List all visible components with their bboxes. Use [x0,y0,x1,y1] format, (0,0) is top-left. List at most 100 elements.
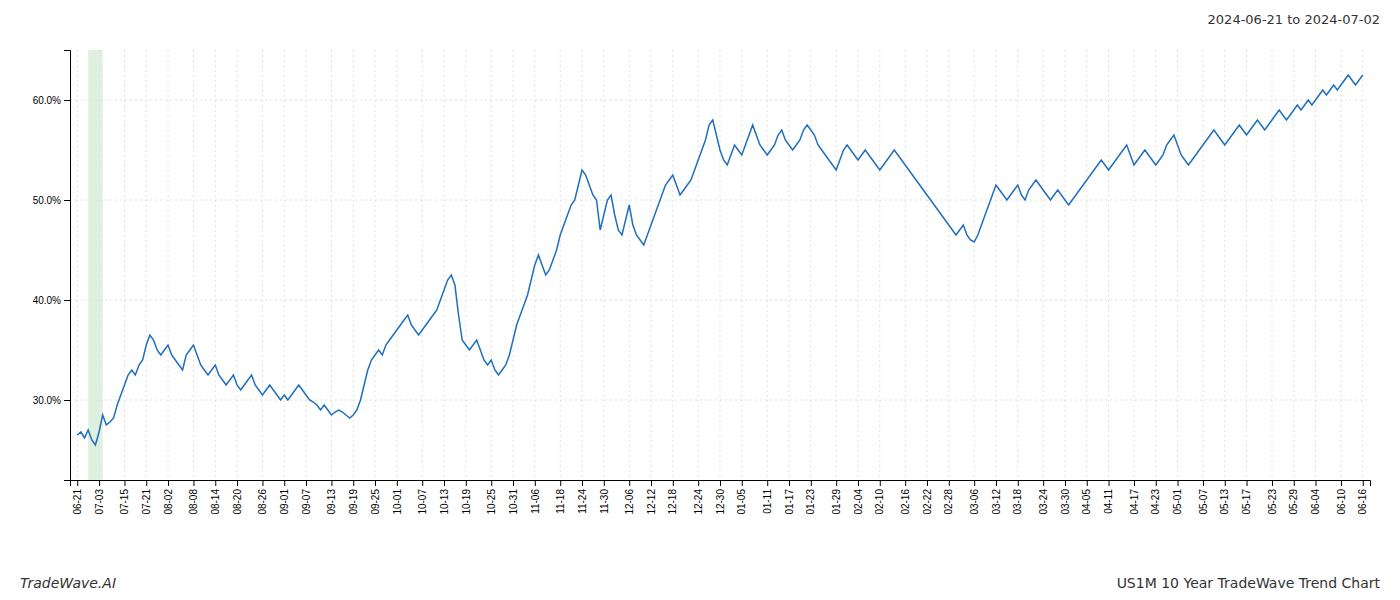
x-tick: 09-13 [326,480,337,515]
x-tick: 09-01 [279,480,290,515]
grid-line-x [1202,50,1203,480]
x-tick-label: 09-19 [348,489,359,515]
x-tick: 08-14 [210,480,221,515]
x-tick: 10-19 [461,480,472,515]
x-tick-label: 12-06 [624,489,635,515]
x-tick-label: 05-07 [1198,489,1209,515]
grid-line-x [582,50,583,480]
x-tick-label: 10-19 [461,489,472,515]
x-tick-label: 12-24 [693,489,704,515]
x-tick-label: 05-17 [1241,489,1252,515]
x-tick-label: 02-22 [922,489,933,515]
grid-line-x [1017,50,1018,480]
x-tick-label: 09-13 [326,489,337,515]
x-tick: 07-03 [94,480,105,515]
x-tick-mark [1225,480,1226,486]
x-tick-label: 11-30 [598,489,609,514]
x-tick: 09-25 [370,480,381,515]
x-tick-label: 08-26 [257,489,268,515]
x-tick-label: 03-30 [1060,489,1071,515]
x-tick-label: 08-20 [232,489,243,515]
x-tick-label: 04-11 [1103,489,1114,514]
grid-line-x [99,50,100,480]
x-tick-mark [1247,480,1248,486]
grid-line-x [1133,50,1134,480]
x-tick-mark [193,480,194,486]
x-axis: 06-2107-0307-1507-2108-0208-0808-1408-20… [71,480,1371,515]
x-tick-mark [124,480,125,486]
x-tick-label: 09-01 [279,489,290,515]
x-tick-mark [927,480,928,486]
x-tick: 04-23 [1150,480,1161,515]
x-tick: 03-18 [1012,480,1023,515]
x-tick-label: 02-28 [943,489,954,515]
x-tick-mark [306,480,307,486]
x-tick-label: 12-30 [715,489,726,515]
x-tick: 02-10 [874,480,885,515]
grid-line-x [1315,50,1316,480]
grid-line-x [651,50,652,480]
x-tick: 04-11 [1103,480,1114,514]
x-tick-mark [215,480,216,486]
x-tick-mark [237,480,238,486]
y-tick-mark [64,200,70,201]
x-tick-mark [422,480,423,486]
x-tick: 02-16 [900,480,911,515]
x-tick: 01-11 [762,480,773,514]
x-tick-label: 02-04 [853,489,864,515]
x-tick-mark [331,480,332,486]
x-tick-mark [651,480,652,486]
x-tick-mark [698,480,699,486]
x-tick-mark [1109,480,1110,486]
x-tick: 01-05 [736,480,747,515]
highlight-band [88,50,103,480]
x-tick-mark [789,480,790,486]
x-tick: 10-13 [439,480,450,515]
x-tick-mark [397,480,398,486]
grid-line-x [629,50,630,480]
annotation: TradeWave.AI [20,575,116,591]
x-tick: 06-04 [1310,480,1321,515]
x-tick: 06-21 [72,480,83,515]
x-tick: 02-28 [943,480,954,515]
grid-line-x [560,50,561,480]
x-tick-label: 03-06 [969,489,980,515]
x-tick-label: 05-13 [1219,489,1230,515]
x-tick-mark [375,480,376,486]
grid-line-x [879,50,880,480]
plot-area [77,75,1362,445]
x-tick-label: 01-05 [736,489,747,515]
x-tick: 10-01 [392,480,403,515]
grid-line-x [672,50,673,480]
x-tick-label: 09-07 [301,489,312,515]
x-tick-label: 08-02 [163,489,174,515]
x-tick-label: 06-10 [1336,489,1347,515]
x-tick: 12-30 [715,480,726,515]
x-tick-label: 02-16 [900,489,911,515]
grid-line-x [168,50,169,480]
x-tick: 05-07 [1198,480,1209,515]
x-axis-line [71,481,1371,487]
grid-line-x [974,50,975,480]
grid-line-x [720,50,721,480]
x-tick-mark [836,480,837,486]
x-tick-mark [168,480,169,486]
chart: 06-2107-0307-1507-2108-0208-0808-1408-20… [0,0,1400,600]
x-tick: 10-25 [486,480,497,515]
x-tick-mark [1043,480,1044,486]
grid-line-x [1271,50,1272,480]
grid-line-x [513,50,514,480]
x-tick-mark [1294,480,1295,486]
x-tick-label: 03-24 [1038,489,1049,515]
grid-line-x [77,50,78,480]
x-tick: 11-30 [598,480,609,514]
x-tick-label: 04-17 [1129,489,1140,515]
grid-line-x [995,50,996,480]
x-tick-label: 02-10 [874,489,885,515]
x-tick-label: 08-14 [210,489,221,515]
x-tick-label: 07-03 [94,489,105,515]
trend-line [77,75,1362,445]
x-tick-label: 05-23 [1267,489,1278,515]
x-tick: 09-19 [348,480,359,515]
x-tick-label: 01-11 [762,489,773,514]
